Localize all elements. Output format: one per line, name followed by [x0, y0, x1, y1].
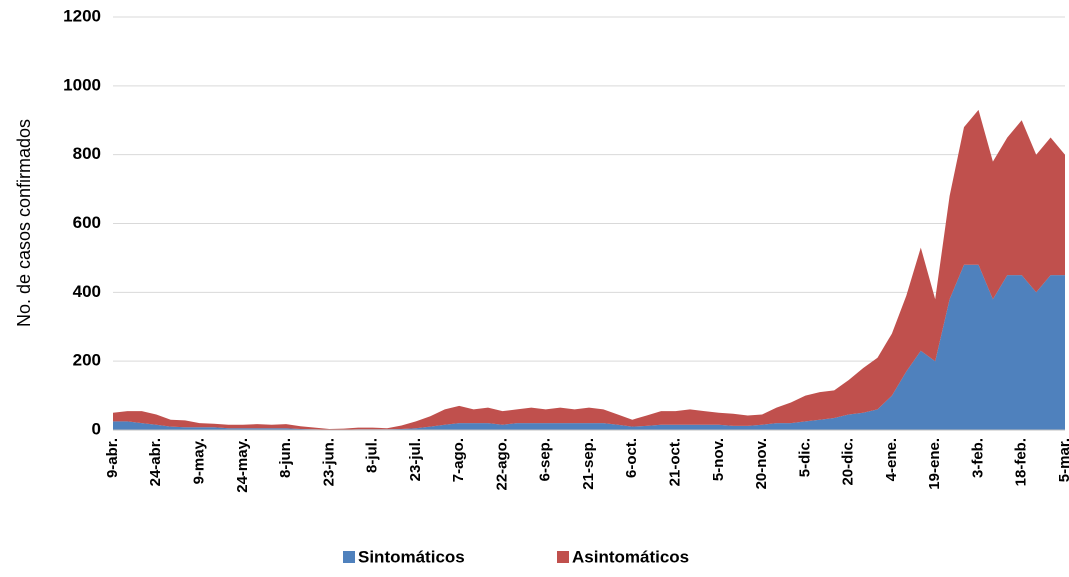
x-tick-label: 7-ago.	[450, 438, 467, 482]
x-tick-label: 9-may.	[191, 438, 208, 484]
area	[113, 264, 1065, 430]
x-tick-label: 5-dic.	[796, 438, 813, 477]
legend-swatch	[557, 551, 569, 563]
x-tick-label: 5-mar.	[1056, 438, 1069, 482]
x-tick-label: 6-sep.	[537, 438, 554, 481]
x-tick-label: 20-dic.	[840, 438, 857, 486]
y-tick-label: 400	[73, 282, 101, 301]
y-tick-label: 600	[73, 213, 101, 232]
y-tick-label: 200	[73, 351, 101, 370]
x-tick-label: 21-oct.	[667, 438, 684, 486]
x-tick-label: 18-feb.	[1013, 438, 1030, 486]
area	[113, 109, 1065, 430]
legend-label: Asintomáticos	[572, 547, 689, 566]
x-tick-label: 21-sep.	[580, 438, 597, 490]
y-tick-label: 1000	[63, 75, 101, 94]
x-tick-label: 8-jun.	[277, 438, 294, 478]
x-tick-label: 24-may.	[234, 438, 251, 493]
x-tick-label: 6-oct.	[623, 438, 640, 478]
x-tick-label: 3-feb.	[969, 438, 986, 478]
y-tick-label: 0	[92, 419, 101, 438]
legend-label: Sintomáticos	[358, 547, 465, 566]
x-tick-label: 4-ene.	[883, 438, 900, 481]
x-tick-label: 9-abr.	[104, 438, 121, 478]
x-tick-label: 8-jul.	[364, 438, 381, 473]
x-tick-label: 20-nov.	[753, 438, 770, 489]
x-tick-label: 24-abr.	[147, 438, 164, 486]
x-tick-label: 23-jun.	[320, 438, 337, 486]
y-axis-label: No. de casos confirmados	[14, 119, 34, 327]
x-tick-label: 22-ago.	[493, 438, 510, 491]
x-tick-label: 5-nov.	[710, 438, 727, 481]
legend-swatch	[343, 551, 355, 563]
y-tick-label: 800	[73, 144, 101, 163]
x-tick-label: 19-ene.	[926, 438, 943, 490]
y-tick-label: 1200	[63, 6, 101, 25]
x-tick-label: 23-jul.	[407, 438, 424, 481]
